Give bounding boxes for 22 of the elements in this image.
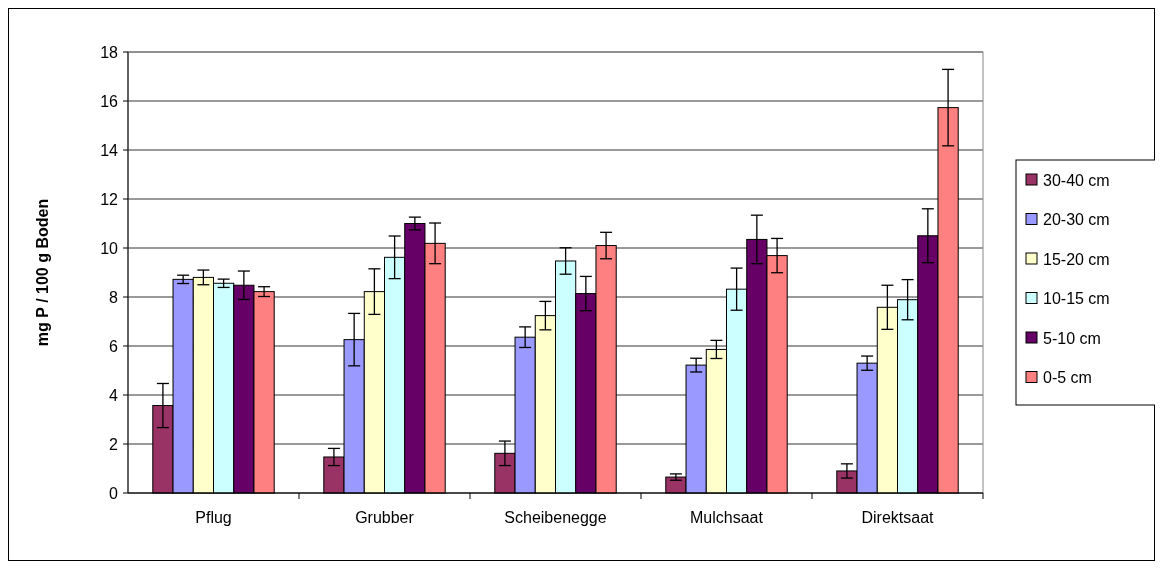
x-tick-label: Mulchsaat (690, 509, 764, 526)
legend-label: 30-40 cm (1043, 171, 1110, 189)
legend-label: 10-15 cm (1043, 290, 1110, 308)
x-tick-label: Scheibenegge (504, 509, 607, 526)
y-tick-label: 16 (100, 92, 119, 110)
y-tick-label: 4 (109, 386, 119, 404)
x-tick-label: Direktsaat (861, 509, 935, 526)
y-tick-label: 8 (109, 288, 119, 306)
x-tick-label: Grubber (355, 509, 415, 526)
legend-label: 0-5 cm (1043, 369, 1092, 387)
y-tick-label: 12 (100, 190, 119, 208)
x-tick-label: Pflug (195, 509, 232, 526)
y-tick-label: 0 (109, 484, 119, 502)
y-tick-label: 18 (100, 43, 119, 61)
y-tick-label: 6 (109, 337, 119, 355)
legend-label: 15-20 cm (1043, 250, 1110, 268)
legend-label: 20-30 cm (1043, 211, 1110, 229)
y-tick-label: 14 (100, 141, 119, 159)
y-tick-label: 10 (100, 239, 119, 257)
y-tick-label: 2 (109, 435, 119, 453)
y-axis-title: mg P / 100 g Boden (34, 198, 51, 347)
legend-label: 5-10 cm (1043, 329, 1101, 347)
